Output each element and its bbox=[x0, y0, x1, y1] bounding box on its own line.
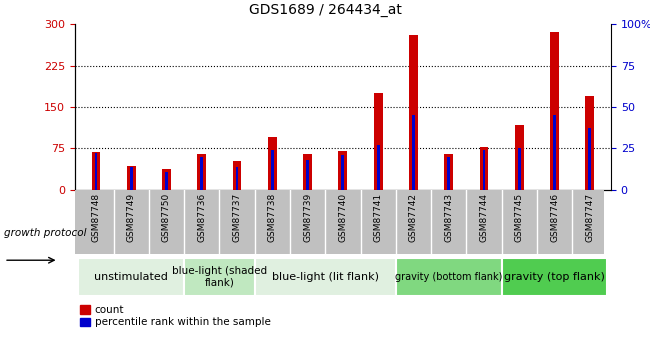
Bar bbox=[409, 35, 418, 190]
Bar bbox=[553, 115, 556, 190]
Bar bbox=[480, 147, 488, 190]
Text: unstimulated: unstimulated bbox=[94, 272, 168, 282]
FancyBboxPatch shape bbox=[502, 258, 608, 296]
Text: GSM87744: GSM87744 bbox=[480, 193, 489, 242]
Text: GSM87748: GSM87748 bbox=[92, 193, 100, 242]
FancyBboxPatch shape bbox=[75, 190, 604, 254]
Bar bbox=[268, 137, 277, 190]
Bar bbox=[377, 145, 380, 190]
Text: blue-light (lit flank): blue-light (lit flank) bbox=[272, 272, 379, 282]
Bar bbox=[94, 153, 98, 190]
Bar bbox=[306, 160, 309, 190]
Text: growth protocol: growth protocol bbox=[4, 228, 86, 238]
Bar bbox=[586, 96, 594, 190]
Bar bbox=[341, 155, 344, 190]
Text: GSM87746: GSM87746 bbox=[550, 193, 559, 242]
Bar bbox=[303, 155, 312, 190]
Legend: count, percentile rank within the sample: count, percentile rank within the sample bbox=[80, 305, 270, 327]
Bar bbox=[235, 167, 239, 190]
FancyBboxPatch shape bbox=[255, 258, 396, 296]
Bar bbox=[165, 171, 168, 190]
Text: gravity (top flank): gravity (top flank) bbox=[504, 272, 605, 282]
Text: GSM87736: GSM87736 bbox=[197, 193, 206, 242]
Bar bbox=[200, 157, 203, 190]
Text: GSM87750: GSM87750 bbox=[162, 193, 171, 242]
Bar bbox=[271, 150, 274, 190]
Bar bbox=[339, 151, 347, 190]
Bar bbox=[412, 115, 415, 190]
Text: GSM87742: GSM87742 bbox=[409, 193, 418, 242]
Bar bbox=[482, 150, 486, 190]
Bar bbox=[374, 93, 383, 190]
Bar bbox=[445, 155, 453, 190]
FancyBboxPatch shape bbox=[78, 258, 184, 296]
Text: GSM87739: GSM87739 bbox=[303, 193, 312, 242]
FancyBboxPatch shape bbox=[184, 258, 255, 296]
Text: GSM87749: GSM87749 bbox=[127, 193, 136, 242]
FancyBboxPatch shape bbox=[396, 258, 502, 296]
Bar bbox=[588, 128, 592, 190]
Text: gravity (bottom flank): gravity (bottom flank) bbox=[395, 272, 502, 282]
Text: blue-light (shaded
flank): blue-light (shaded flank) bbox=[172, 266, 267, 288]
Bar bbox=[550, 32, 559, 190]
Bar bbox=[515, 125, 524, 190]
Text: GSM87747: GSM87747 bbox=[586, 193, 594, 242]
Text: GDS1689 / 264434_at: GDS1689 / 264434_at bbox=[248, 3, 402, 18]
Text: GSM87738: GSM87738 bbox=[268, 193, 277, 242]
Bar bbox=[92, 152, 100, 190]
Bar bbox=[127, 166, 136, 190]
Text: GSM87737: GSM87737 bbox=[233, 193, 242, 242]
Bar bbox=[162, 169, 171, 190]
Bar bbox=[518, 148, 521, 190]
Bar bbox=[233, 161, 241, 190]
Bar bbox=[198, 154, 206, 190]
Text: GSM87741: GSM87741 bbox=[374, 193, 383, 242]
Bar bbox=[447, 157, 450, 190]
Text: GSM87745: GSM87745 bbox=[515, 193, 524, 242]
Bar bbox=[130, 167, 133, 190]
Text: GSM87740: GSM87740 bbox=[339, 193, 347, 242]
Text: GSM87743: GSM87743 bbox=[444, 193, 453, 242]
